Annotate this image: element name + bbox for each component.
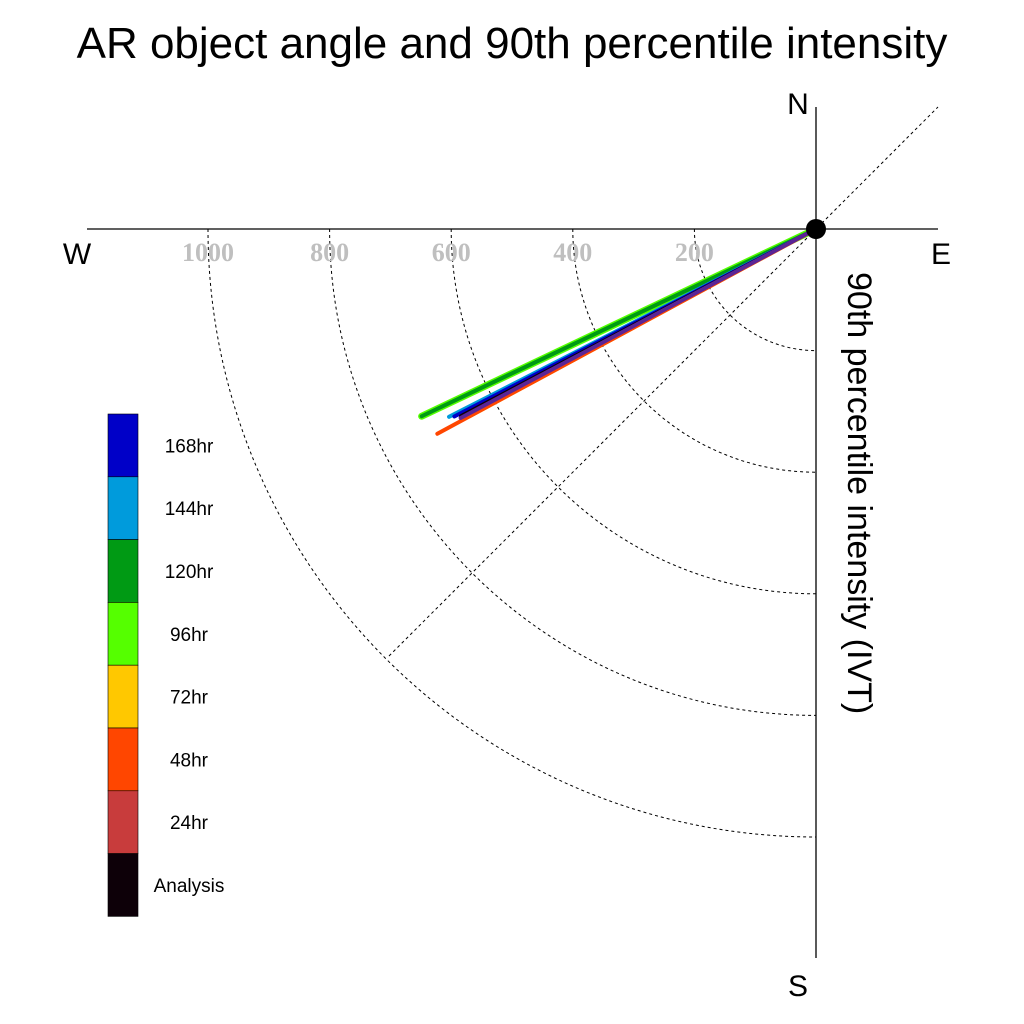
chart-title: AR object angle and 90th percentile inte… xyxy=(77,19,948,68)
legend-label: 168hr xyxy=(165,436,214,457)
legend-swatch-168hr xyxy=(107,413,139,478)
legend-label: 120hr xyxy=(165,562,214,583)
north-label: N xyxy=(787,88,809,121)
legend-label: 72hr xyxy=(170,688,209,709)
compass-axes: N S E W xyxy=(63,88,951,1003)
legend-label: 144hr xyxy=(165,499,214,520)
legend-swatch-analysis xyxy=(107,853,139,917)
grid-arc-200 xyxy=(693,228,817,352)
y-axis-label: 90th percentile intensity (IVT) xyxy=(840,272,878,714)
legend-swatch-96hr xyxy=(107,602,139,666)
legend-label: 48hr xyxy=(170,750,209,771)
origin-marker xyxy=(806,219,826,239)
radius-tick-label: 200 xyxy=(675,238,714,267)
south-label: S xyxy=(788,970,808,1003)
west-label: W xyxy=(63,238,92,271)
data-series xyxy=(418,225,820,436)
legend: 168hr 144hr 120hr 96hr 72hr 48hr 24hr Analysis xyxy=(107,413,225,917)
radius-tick-label: 1000 xyxy=(182,238,234,267)
series-line-mean xyxy=(458,227,818,420)
legend-swatch-24hr xyxy=(107,790,139,854)
legend-swatch-48hr xyxy=(107,727,139,792)
polar-grid xyxy=(207,106,939,838)
grid-arc-800 xyxy=(329,228,817,716)
legend-label: 96hr xyxy=(170,625,209,646)
east-label: E xyxy=(931,238,951,271)
legend-label: Analysis xyxy=(154,876,225,897)
radius-tick-label: 600 xyxy=(432,238,471,267)
legend-swatch-120hr xyxy=(107,539,139,603)
radius-tick-label: 800 xyxy=(310,238,349,267)
series-line-120hr xyxy=(418,225,820,420)
radius-tick-label: 400 xyxy=(553,238,592,267)
legend-swatch-72hr xyxy=(107,664,139,729)
grid-arc-600 xyxy=(450,228,817,595)
legend-label: 24hr xyxy=(170,813,209,834)
grid-arc-1000 xyxy=(207,228,817,838)
legend-swatch-144hr xyxy=(107,476,139,540)
grid-arc-400 xyxy=(572,228,817,473)
radius-tick-labels: 200 400 600 800 1000 xyxy=(182,238,714,267)
